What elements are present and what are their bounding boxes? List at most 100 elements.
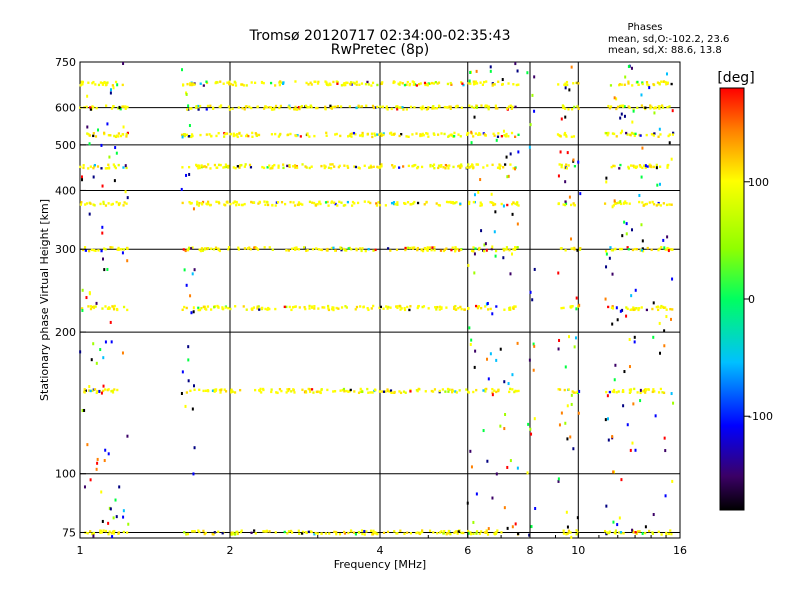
echo-point	[564, 83, 568, 87]
echo-point	[121, 83, 124, 87]
echo-point	[417, 305, 420, 308]
echo-point	[89, 530, 92, 533]
echo-point	[386, 530, 390, 534]
echo-point	[557, 83, 560, 86]
noise-point	[499, 347, 502, 351]
echo-point	[266, 201, 269, 204]
noise-point	[560, 117, 563, 121]
echo-point	[218, 202, 221, 205]
echo-point	[449, 81, 452, 85]
echo-point	[361, 131, 364, 135]
echo-point	[433, 107, 436, 110]
echo-point	[615, 107, 618, 111]
echo-point	[607, 132, 610, 135]
echo-point	[216, 166, 219, 169]
echo-point	[567, 108, 570, 111]
noise-point	[604, 418, 607, 422]
echo-point	[270, 390, 273, 394]
echo-point	[485, 105, 488, 108]
echo-point	[363, 200, 366, 203]
echo-point	[198, 201, 201, 205]
echo-point	[110, 203, 113, 206]
echo-point	[245, 133, 249, 137]
echo-point	[438, 105, 441, 108]
echo-point	[650, 105, 653, 109]
echo-point	[447, 200, 450, 204]
echo-point	[422, 134, 425, 137]
echo-point	[619, 131, 623, 135]
echo-point	[449, 532, 452, 536]
echo-point	[345, 306, 348, 309]
echo-point	[190, 133, 194, 136]
echo-point	[349, 134, 352, 137]
echo-point	[117, 135, 120, 138]
echo-point	[239, 530, 242, 534]
echo-point	[125, 135, 128, 138]
echo-point	[89, 307, 93, 311]
echo-point	[197, 204, 200, 207]
echo-point	[227, 81, 231, 85]
echo-point	[294, 305, 297, 308]
echo-point	[117, 246, 120, 250]
noise-point	[108, 155, 111, 159]
echo-point	[264, 530, 267, 533]
echo-point	[357, 104, 360, 108]
echo-point	[436, 133, 440, 136]
echo-point	[335, 132, 338, 136]
echo-point	[562, 306, 565, 310]
echo-point	[644, 106, 647, 109]
echo-point	[113, 165, 116, 168]
phase-x-stats: mean, sd,X: 88.6, 13.8	[608, 45, 722, 56]
echo-point	[374, 388, 377, 391]
echo-point	[236, 135, 239, 139]
echo-point	[251, 131, 254, 135]
echo-point	[655, 305, 658, 309]
noise-point	[494, 210, 497, 214]
noise-point	[107, 521, 110, 525]
echo-point	[372, 106, 375, 110]
echo-point	[508, 248, 511, 252]
echo-point	[517, 133, 520, 137]
echo-point	[562, 203, 565, 206]
echo-point	[82, 166, 85, 170]
echo-point	[270, 388, 273, 391]
echo-point	[198, 166, 201, 170]
echo-point	[511, 202, 514, 206]
echo-point	[197, 108, 200, 111]
echo-point	[408, 246, 412, 250]
colorbar-gradient	[719, 87, 745, 511]
echo-point	[199, 133, 202, 137]
echo-point	[200, 165, 204, 169]
echo-point	[216, 304, 219, 308]
noise-point	[466, 501, 469, 505]
echo-point	[230, 533, 233, 536]
echo-point	[413, 106, 416, 109]
echo-point	[645, 202, 648, 206]
noise-point	[668, 141, 671, 145]
echo-point	[111, 202, 114, 206]
echo-point	[651, 307, 654, 311]
echo-point	[119, 134, 123, 138]
echo-point	[611, 305, 614, 308]
echo-point	[83, 391, 86, 394]
echo-point	[380, 165, 383, 168]
echo-point	[89, 389, 92, 393]
echo-point	[260, 81, 264, 84]
echo-point	[479, 204, 482, 207]
echo-point	[365, 530, 368, 533]
echo-point	[502, 247, 505, 251]
noise-point	[472, 520, 475, 524]
y-axis-label: Stationary phase Virtual Height [km]	[38, 199, 51, 401]
echo-point	[634, 531, 637, 534]
echo-point	[639, 391, 642, 395]
echo-point	[467, 163, 470, 166]
echo-point	[189, 83, 192, 87]
x-tick-label: 16	[673, 544, 687, 557]
echo-point	[351, 132, 354, 135]
noise-point	[566, 404, 569, 408]
echo-point	[468, 200, 471, 204]
echo-point	[512, 167, 515, 170]
echo-point	[646, 165, 649, 168]
noise-point	[663, 329, 666, 333]
echo-point	[655, 163, 658, 167]
